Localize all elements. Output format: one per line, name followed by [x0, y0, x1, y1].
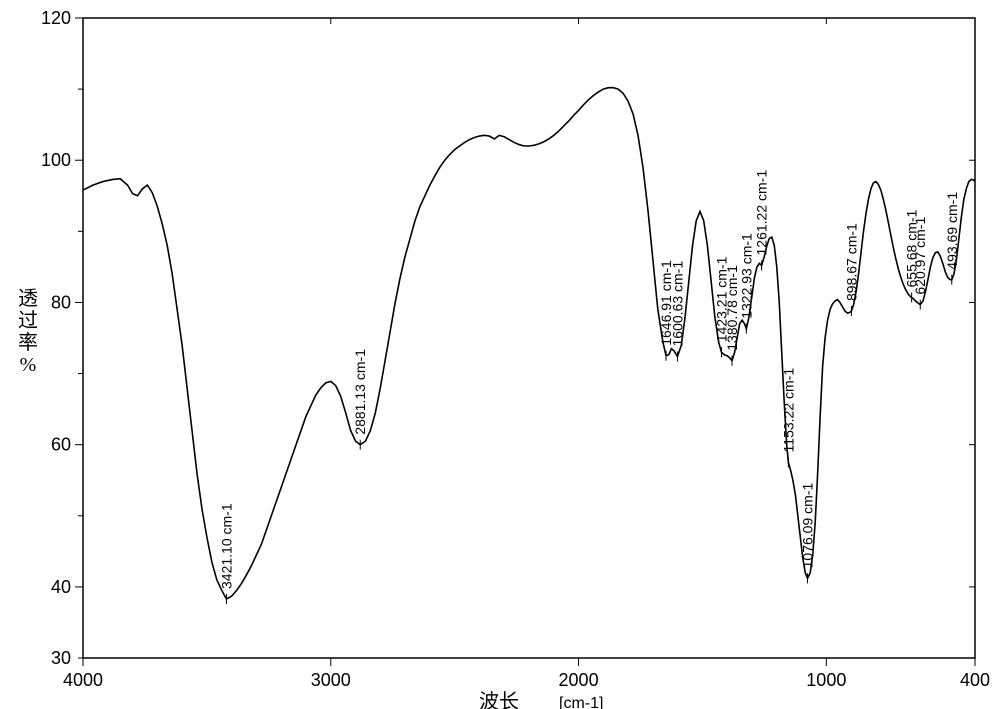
y-axis-title: 透过率% — [18, 287, 38, 376]
svg-text:%: % — [20, 354, 37, 376]
x-tick-label: 3000 — [311, 670, 351, 690]
svg-text:率: 率 — [18, 331, 38, 354]
peak-label: 1153.22 cm-1 — [780, 368, 796, 453]
y-tick-label: 30 — [51, 648, 71, 668]
x-tick-label: 400 — [960, 670, 990, 690]
y-tick-label: 60 — [51, 435, 71, 455]
peak-label: 3421.10 cm-1 — [218, 503, 234, 589]
peak-label: 620.97 cm-1 — [912, 217, 928, 295]
peak-label: 1076.09 cm-1 — [799, 483, 815, 569]
ir-spectrum-chart: 4000 3000 2000 1000 400 波长 [cm-1] 40 60 80 100 120 3… — [0, 0, 1000, 709]
y-tick-label: 80 — [51, 292, 71, 312]
chart-svg: 4000 3000 2000 1000 400 波长 [cm-1] 40 60 80 100 120 3… — [0, 0, 1000, 709]
x-tick-label: 4000 — [63, 670, 103, 690]
x-tick-label: 2000 — [559, 670, 599, 690]
y-tick-label: 40 — [51, 577, 71, 597]
svg-text:过: 过 — [18, 309, 38, 332]
svg-text:透: 透 — [18, 287, 38, 310]
x-axis-unit: [cm-1] — [559, 695, 603, 709]
y-tick-label: 100 — [41, 150, 71, 170]
x-axis-title: 波长 — [479, 690, 519, 709]
peak-label: 1600.63 cm-1 — [670, 261, 686, 347]
x-tick-label: 1000 — [806, 670, 846, 690]
peak-label: 898.67 cm-1 — [843, 223, 859, 301]
spectrum-trace — [83, 88, 975, 599]
peak-label: 1322.93 cm-1 — [738, 233, 754, 319]
peak-label: 2881.13 cm-1 — [352, 349, 368, 435]
peak-label: 493.69 cm-1 — [944, 192, 960, 270]
peak-label: 1261.22 cm-1 — [754, 170, 770, 256]
y-tick-label: 120 — [41, 8, 71, 28]
